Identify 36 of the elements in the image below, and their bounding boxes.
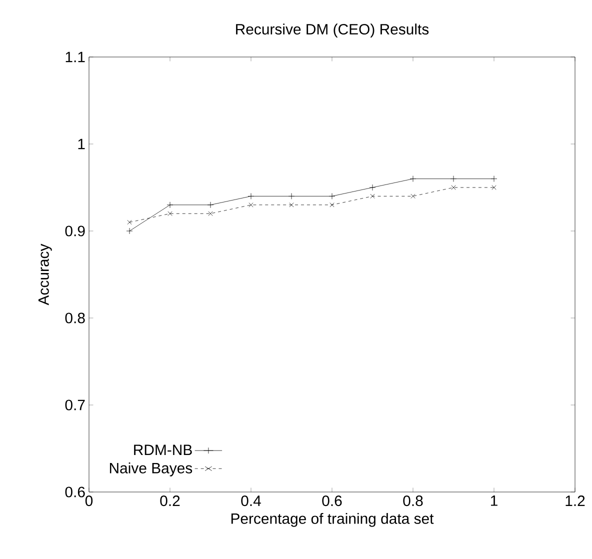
point — [328, 193, 336, 200]
point — [490, 176, 498, 182]
y-tick-label: 0.6 — [65, 486, 85, 498]
y-tick-label: 0.9 — [65, 226, 85, 236]
point — [248, 193, 254, 200]
x-tick-label: 1 — [490, 496, 498, 506]
point — [450, 176, 457, 182]
y-axis-title: Accuracy — [38, 244, 52, 306]
y-tick-label: 1 — [78, 138, 85, 150]
point — [330, 202, 334, 208]
x-axis-title: Percentage of training data set — [231, 512, 434, 527]
x-tick-label: 0.4 — [241, 496, 261, 506]
point — [288, 193, 295, 200]
point — [289, 202, 294, 208]
point — [410, 194, 416, 199]
chart-title: Recursive DM (CEO) Results — [236, 24, 429, 38]
y-tick-label: 1.1 — [66, 52, 85, 62]
point — [207, 202, 214, 208]
x-tick-label: 0.2 — [160, 496, 180, 506]
y-tick-label: 0.8 — [65, 312, 85, 324]
point — [248, 202, 254, 208]
point — [370, 194, 375, 199]
y-tick-label: 0.7 — [65, 400, 85, 410]
x-tick-label: 0.6 — [322, 496, 342, 506]
x-tick-label: 0.8 — [403, 496, 423, 506]
point — [369, 184, 376, 191]
point — [166, 202, 174, 208]
x-tick-label: 0 — [85, 496, 93, 506]
x-tick-label: 1.2 — [566, 496, 585, 506]
legend-label: RDM-NB — [134, 444, 192, 455]
point — [127, 220, 132, 225]
point — [208, 211, 213, 216]
point — [126, 228, 133, 234]
point — [168, 211, 172, 216]
point — [410, 176, 416, 182]
legend-label: Naive Bayes — [110, 462, 192, 476]
